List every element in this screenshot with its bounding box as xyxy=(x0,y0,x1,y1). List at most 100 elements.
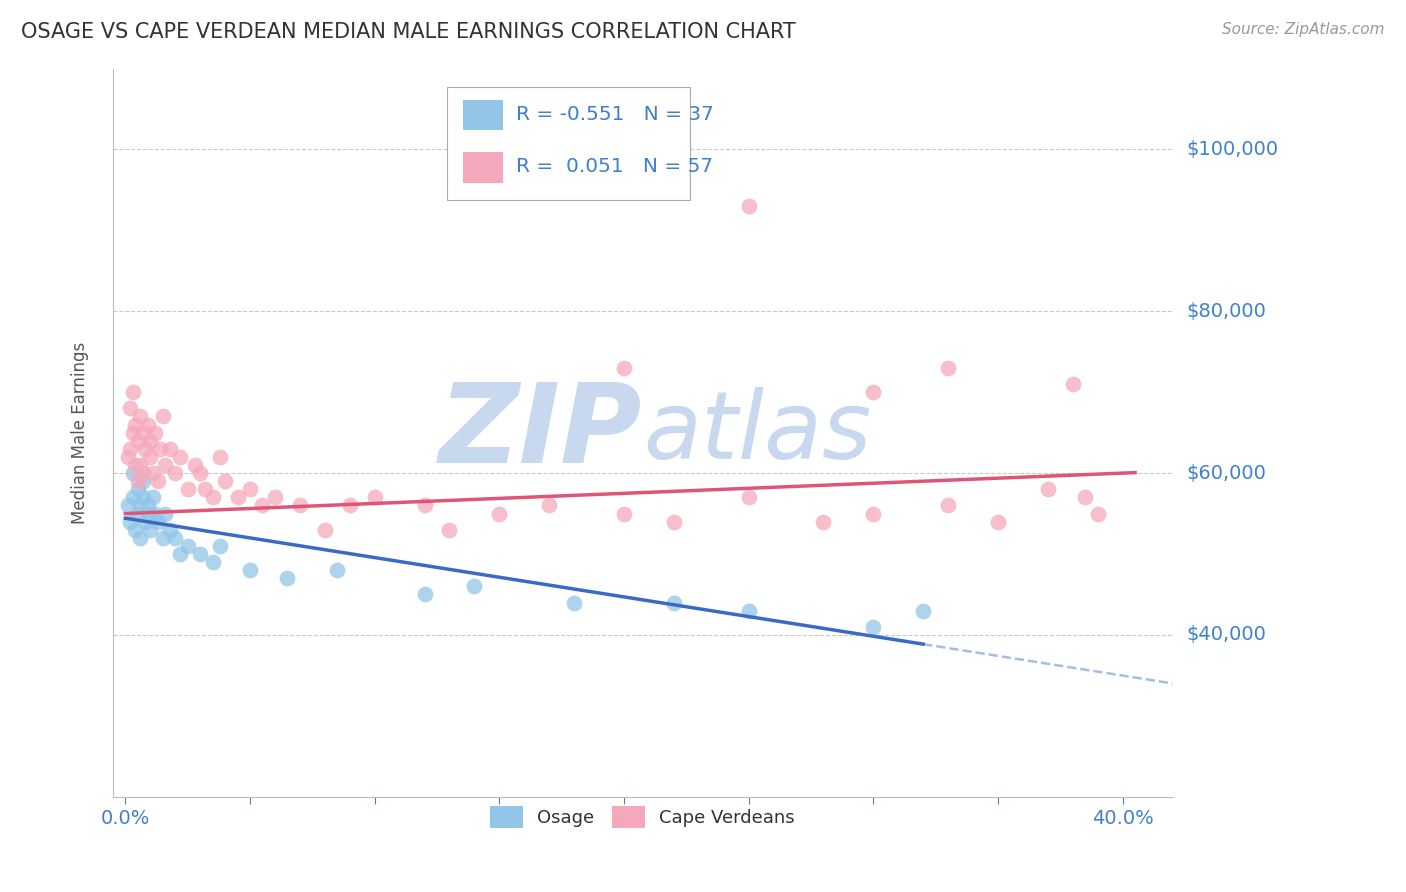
Point xyxy=(121,466,143,480)
Point xyxy=(214,474,236,488)
FancyBboxPatch shape xyxy=(447,87,690,200)
Point xyxy=(226,491,249,505)
Point xyxy=(142,491,165,505)
Point xyxy=(276,571,298,585)
Point xyxy=(363,491,385,505)
Point xyxy=(129,409,152,424)
Text: $60,000: $60,000 xyxy=(1187,464,1267,483)
Point xyxy=(143,507,166,521)
Point xyxy=(120,401,142,416)
Point xyxy=(413,499,436,513)
Text: ZIP: ZIP xyxy=(439,379,643,486)
Point xyxy=(132,425,155,440)
Point xyxy=(912,604,935,618)
Point xyxy=(936,360,959,375)
Point xyxy=(165,466,187,480)
Text: Source: ZipAtlas.com: Source: ZipAtlas.com xyxy=(1222,22,1385,37)
Point xyxy=(176,483,198,497)
Point xyxy=(288,499,311,513)
Text: OSAGE VS CAPE VERDEAN MEDIAN MALE EARNINGS CORRELATION CHART: OSAGE VS CAPE VERDEAN MEDIAN MALE EARNIN… xyxy=(21,22,796,42)
Point xyxy=(124,458,146,472)
Point xyxy=(201,491,224,505)
Point xyxy=(129,458,152,472)
Point xyxy=(252,499,274,513)
Point xyxy=(117,499,139,513)
Point xyxy=(124,523,146,537)
Point xyxy=(129,499,152,513)
Point xyxy=(239,483,262,497)
Point xyxy=(124,417,146,432)
Point xyxy=(488,507,510,521)
Point xyxy=(862,385,884,400)
Point xyxy=(538,499,561,513)
Point xyxy=(188,466,211,480)
Point xyxy=(142,466,165,480)
FancyBboxPatch shape xyxy=(463,153,503,183)
Text: R =  0.051   N = 57: R = 0.051 N = 57 xyxy=(516,157,713,177)
Text: R = -0.551   N = 37: R = -0.551 N = 37 xyxy=(516,105,713,124)
Point xyxy=(813,515,835,529)
Point xyxy=(1062,377,1084,392)
Point xyxy=(439,523,461,537)
Point xyxy=(562,596,585,610)
Text: $80,000: $80,000 xyxy=(1187,301,1267,321)
Point xyxy=(463,579,485,593)
Point xyxy=(146,474,169,488)
Point xyxy=(194,483,217,497)
Text: atlas: atlas xyxy=(643,387,870,478)
Point xyxy=(209,539,232,553)
Point xyxy=(136,499,159,513)
Point xyxy=(152,531,174,545)
Point xyxy=(169,450,191,464)
Point xyxy=(326,563,349,577)
Point xyxy=(149,442,172,456)
Point xyxy=(737,491,759,505)
Y-axis label: Median Male Earnings: Median Male Earnings xyxy=(72,342,89,524)
Point xyxy=(314,523,336,537)
Point xyxy=(1087,507,1109,521)
Text: $40,000: $40,000 xyxy=(1187,625,1267,644)
Point xyxy=(737,604,759,618)
Point xyxy=(132,474,155,488)
Point xyxy=(127,507,149,521)
Point xyxy=(134,442,156,456)
Point xyxy=(862,620,884,634)
Point xyxy=(987,515,1010,529)
Point xyxy=(613,360,636,375)
Point xyxy=(662,515,685,529)
Point xyxy=(737,199,759,213)
Text: $100,000: $100,000 xyxy=(1187,140,1278,159)
Point xyxy=(134,515,156,529)
Point xyxy=(1074,491,1097,505)
Point xyxy=(152,409,174,424)
Point xyxy=(239,563,262,577)
Point xyxy=(127,434,149,448)
Point xyxy=(120,515,142,529)
Point xyxy=(201,555,224,569)
Point xyxy=(120,442,142,456)
Point xyxy=(155,507,177,521)
Point xyxy=(613,507,636,521)
Point xyxy=(127,474,149,488)
Point xyxy=(188,547,211,561)
Point xyxy=(117,450,139,464)
Point xyxy=(169,547,191,561)
Legend: Osage, Cape Verdeans: Osage, Cape Verdeans xyxy=(484,798,803,835)
Point xyxy=(184,458,207,472)
Point xyxy=(862,507,884,521)
Point xyxy=(127,483,149,497)
Point xyxy=(129,531,152,545)
Point xyxy=(132,466,155,480)
Point xyxy=(264,491,287,505)
Point xyxy=(339,499,361,513)
Point xyxy=(662,596,685,610)
Point xyxy=(139,523,162,537)
Point xyxy=(121,491,143,505)
Point xyxy=(413,587,436,601)
Point xyxy=(1036,483,1059,497)
Point xyxy=(143,425,166,440)
Point xyxy=(159,442,181,456)
Point xyxy=(159,523,181,537)
Point xyxy=(139,507,162,521)
FancyBboxPatch shape xyxy=(463,100,503,130)
